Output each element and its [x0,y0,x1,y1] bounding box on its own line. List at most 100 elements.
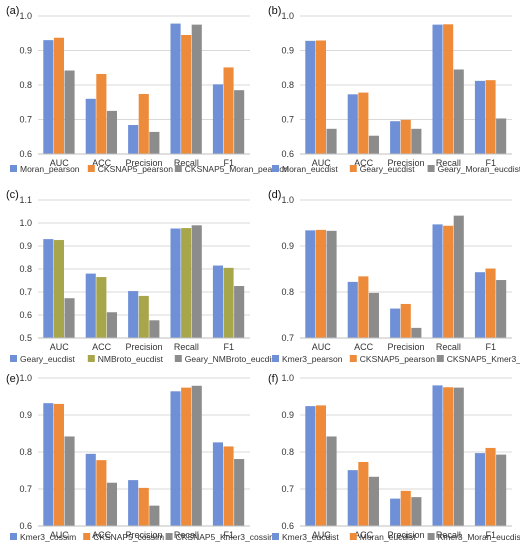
bar-f1-2 [223,267,234,338]
bar-auc-3 [64,436,75,526]
bar-acc-2 [96,460,107,526]
y-tick-label: 0.6 [19,521,32,531]
legend-entry: Moran_eucdist [360,532,416,542]
legend-entry: Moran_pearson [20,164,80,174]
bar-acc-3 [106,110,117,155]
bar-precision-1 [128,480,139,526]
bar-f1-1 [212,442,223,526]
y-tick-label: 0.8 [19,447,32,457]
y-tick-label: 0.7 [19,484,32,494]
bar-precision-3 [411,327,422,338]
legend-swatch [10,533,17,540]
x-tick-label: F1 [486,342,497,352]
bar-acc-1 [85,453,96,526]
x-tick-label: Recall [436,158,461,168]
legend-entry: CKSNAP5_Kmer3_cossim [176,532,277,542]
bar-recall-2 [181,387,192,526]
y-tick-label: 0.6 [281,149,294,159]
bar-acc-2 [358,276,369,338]
bar-recall-3 [191,24,202,155]
y-tick-label: 0.7 [19,115,32,125]
legend-entry: Geary_eucdist [360,164,415,174]
bar-auc-2 [53,403,64,526]
legend-entry: Moran_eucdist [282,164,338,174]
bar-recall-3 [453,215,464,338]
bar-acc-3 [368,135,379,154]
bar-recall-3 [191,225,202,338]
bar-recall-3 [453,387,464,526]
y-tick-label: 0.9 [281,241,294,251]
legend-entry: Kmer3_cossim [20,532,76,542]
x-tick-label: Precision [125,342,162,352]
x-tick-label: Recall [436,530,461,540]
chart-panel-6: (f) 0.6 0.7 0.8 0.9 1.0 AUC ACC Precision Recall F… [268,373,520,542]
x-tick-label: Precision [387,342,424,352]
chart-panel-4: (d) 0.7 0.8 0.9 1.0 AUC ACC Precision Recall F1 Km… [268,189,520,364]
bar-acc-1 [85,273,96,338]
legend-swatch [10,165,17,172]
y-tick-label: 0.9 [281,46,294,56]
legend-swatch [427,165,435,172]
x-tick-label: Recall [174,158,199,168]
bar-f1-3 [234,286,245,338]
bar-auc-1 [305,406,316,526]
bar-precision-2 [400,490,411,526]
x-tick-label: ACC [354,530,374,540]
x-tick-label: ACC [92,158,112,168]
y-tick-label: 0.8 [19,80,32,90]
legend: Kmer3_pearson CKSNAP5_pearson CKSNAP5_Kmer… [272,354,520,364]
bar-recall-1 [432,24,443,155]
bar-auc-1 [305,230,316,338]
legend-swatch [349,165,357,172]
bar-f1-3 [234,459,245,526]
legend-entry: CKSNAP5_pearson [360,354,435,364]
bar-acc-1 [347,94,358,154]
bar-precision-3 [149,320,160,338]
panel-label: (b) [268,5,281,17]
y-tick-label: 0.7 [19,287,32,297]
bar-precision-2 [400,303,411,338]
bar-recall-2 [181,34,192,155]
y-tick-label: 0.6 [281,521,294,531]
bar-f1-3 [234,90,245,154]
bar-precision-2 [138,487,149,526]
bar-auc-3 [64,70,75,154]
y-tick-label: 0.9 [19,410,32,420]
panel-label: (f) [268,373,278,385]
bar-auc-1 [305,40,316,155]
bar-auc-3 [326,128,337,154]
bar-precision-1 [128,125,139,154]
panel-label: (a) [6,5,19,17]
bar-acc-3 [106,482,117,526]
x-tick-label: AUC [312,342,332,352]
bar-f1-1 [212,265,223,338]
bar-recall-1 [170,23,181,155]
bar-auc-2 [53,240,64,338]
legend-swatch [87,165,95,172]
x-tick-label: Precision [125,530,162,540]
chart-panel-3: (c) 0.5 0.6 0.7 0.8 0.9 1.0 1.1 AUC ACC Precision R… [6,189,279,364]
bar-precision-3 [411,128,422,154]
bar-f1-1 [474,272,485,338]
bar-f1-2 [223,67,234,154]
x-tick-label: Recall [174,530,199,540]
legend-swatch [349,355,357,362]
bar-precision-2 [400,119,411,154]
legend-swatch [272,355,279,362]
x-tick-label: Precision [125,158,162,168]
bar-recall-1 [170,391,181,526]
y-tick-label: 0.5 [19,333,32,343]
bar-f1-1 [474,453,485,526]
bar-recall-2 [443,24,454,155]
bar-f1-3 [496,454,507,526]
x-tick-label: ACC [354,342,374,352]
y-tick-label: 0.9 [19,241,32,251]
x-tick-label: Recall [174,342,199,352]
bar-precision-1 [128,291,139,338]
x-tick-label: Recall [436,342,461,352]
x-tick-label: F1 [224,342,235,352]
bar-precision-3 [149,131,160,154]
bar-acc-2 [96,277,107,338]
bar-recall-1 [170,228,181,338]
